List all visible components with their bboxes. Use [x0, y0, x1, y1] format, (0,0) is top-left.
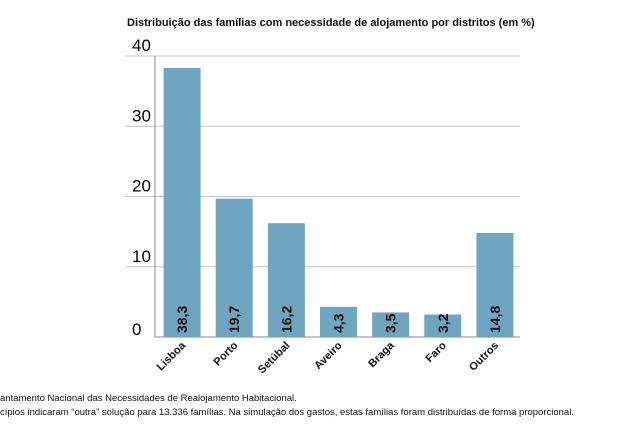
bar [424, 314, 462, 337]
data-labels: 38,3 19,7 16,2 4,3 3,5 3,2 14,8 [174, 306, 503, 333]
y-tick-label: 10 [132, 247, 151, 266]
bar [163, 67, 201, 337]
x-tick-label: Porto [212, 339, 241, 368]
y-tick-label: 40 [132, 36, 151, 55]
x-tick-label: Aveiro [312, 339, 345, 372]
data-label: 38,3 [174, 306, 190, 333]
bar [215, 198, 253, 337]
data-label: 4,3 [331, 313, 347, 333]
x-tick-label: Setúbal [256, 340, 293, 377]
y-tick-label: 30 [132, 106, 151, 125]
bar [320, 306, 357, 337]
data-label: 3,5 [383, 313, 399, 333]
source-note: antamento Nacional das Necessidades de R… [0, 393, 297, 404]
x-tick-label: Lisboa [155, 339, 189, 373]
bar [267, 223, 305, 337]
bar [476, 233, 514, 337]
y-tick-label: 20 [132, 177, 151, 196]
x-tick-label: Braga [366, 339, 397, 370]
x-tick-label: Outros [467, 340, 501, 374]
data-label: 19,7 [226, 306, 242, 333]
chart-title: Distribuição das famílias com necessidad… [127, 17, 535, 29]
x-axis-ticks: Lisboa Porto Setúbal Aveiro Braga Faro Outros [155, 339, 501, 376]
y-tick-label: 0 [132, 320, 141, 339]
x-tick-label: Faro [424, 339, 450, 365]
bar [372, 312, 410, 337]
footnote: cípios indicaram “outra” solução para 13… [0, 407, 574, 418]
data-label: 16,2 [278, 306, 294, 333]
y-axis-ticks: 0 10 20 30 40 [132, 36, 151, 339]
bars [163, 67, 514, 337]
data-label: 3,2 [435, 313, 451, 333]
data-label: 14,8 [487, 306, 503, 333]
